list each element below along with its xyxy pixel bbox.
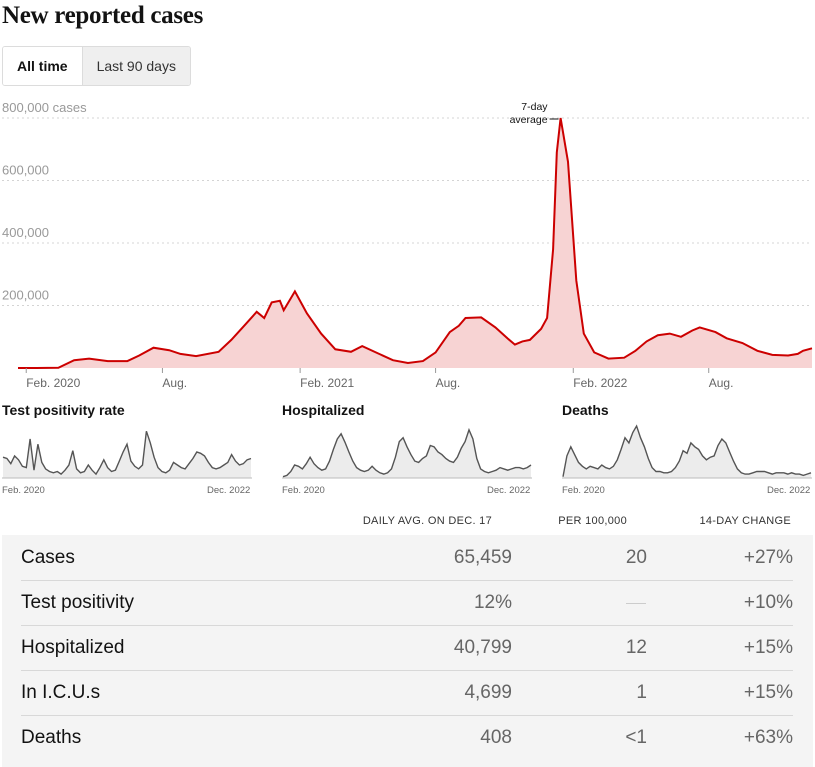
hospitalized-title: Hospitalized — [282, 402, 365, 418]
x-tick-label: Aug. — [436, 376, 461, 390]
small-chart-area — [3, 431, 251, 478]
per-100k-value: <1 — [625, 727, 647, 748]
row-label: Hospitalized — [21, 637, 125, 658]
per-100k-header: PER 100,000 — [558, 515, 627, 527]
change-value: +63% — [743, 727, 793, 748]
y-tick-label: 400,000 — [2, 225, 49, 240]
small-chart-area — [283, 429, 531, 478]
x-tick-label: Aug. — [162, 376, 187, 390]
cases-line-7-day-average — [18, 117, 813, 369]
daily-value: 4,699 — [464, 682, 512, 703]
grid-lines — [2, 117, 812, 306]
y-tick-label: 600,000 — [2, 163, 49, 178]
x-axis-ticks: Feb. 2020 Aug. Feb. 2021 Aug. Feb. 2022 Aug. — [25, 368, 734, 390]
time-range-toggle: All time Last 90 days — [2, 46, 191, 86]
daily-value: 408 — [480, 727, 512, 748]
cases-area — [18, 118, 812, 368]
small-chart-line — [2, 430, 252, 476]
table-row-cases: Cases 65,459 20 +27% — [21, 535, 793, 581]
hospitalized-chart — [282, 427, 532, 479]
y-axis-unit-label: 800,000 cases — [2, 100, 87, 115]
y-axis-ticks: 200,000 400,000 600,000 800,000 cases — [2, 100, 87, 303]
row-label: In I.C.U.s — [21, 682, 101, 703]
change-value: +27% — [743, 547, 793, 568]
annotation-line-2: average — [510, 114, 548, 126]
deaths-start-label: Feb. 2020 — [562, 485, 605, 496]
annotation-line-1: 7-day — [521, 101, 548, 113]
small-chart-line — [562, 424, 812, 477]
row-label: Test positivity — [21, 592, 134, 613]
per-100k-value: 20 — [625, 547, 647, 568]
all-time-button[interactable]: All time — [3, 47, 82, 85]
table-row-deaths: Deaths 408 <1 +63% — [21, 715, 793, 760]
x-tick-label: Feb. 2020 — [26, 376, 80, 390]
test-positivity-end-label: Dec. 2022 — [207, 485, 251, 496]
per-100k-value: 1 — [636, 682, 647, 703]
deaths-chart — [562, 424, 812, 479]
table-row-test-positivity: Test positivity 12% +10% — [21, 580, 793, 626]
stats-table: Cases 65,459 20 +27% Test positivity 12%… — [2, 535, 813, 767]
no-data-dash — [626, 603, 646, 604]
x-tick-label: Aug. — [709, 376, 734, 390]
row-label: Deaths — [21, 727, 82, 748]
daily-value: 65,459 — [453, 547, 512, 568]
daily-value: 12% — [473, 592, 512, 613]
table-row-icu: In I.C.U.s 4,699 1 +15% — [21, 670, 793, 716]
row-label: Cases — [21, 547, 75, 568]
small-chart-line — [282, 427, 532, 478]
change-value: +15% — [743, 637, 793, 658]
daily-avg-header: DAILY AVG. ON DEC. 17 — [362, 515, 492, 527]
test-positivity-title: Test positivity rate — [2, 402, 125, 418]
table-row-hospitalized: Hospitalized 40,799 12 +15% — [21, 625, 793, 671]
test-positivity-start-label: Feb. 2020 — [2, 485, 45, 496]
y-tick-label: 200,000 — [2, 288, 49, 303]
page-title: New reported cases — [2, 2, 204, 29]
x-tick-label: Feb. 2021 — [300, 376, 354, 390]
fourteen-day-change-header: 14-DAY CHANGE — [699, 515, 791, 527]
deaths-end-label: Dec. 2022 — [767, 485, 811, 496]
hospitalized-start-label: Feb. 2020 — [282, 485, 325, 496]
test-positivity-chart — [2, 430, 252, 479]
per-100k-value: 12 — [625, 637, 647, 658]
daily-value: 40,799 — [453, 637, 512, 658]
change-value: +15% — [743, 682, 793, 703]
new-cases-chart: 200,000 400,000 600,000 800,000 cases Feb. … — [2, 100, 813, 390]
last-90-days-button[interactable]: Last 90 days — [81, 47, 190, 85]
deaths-title: Deaths — [562, 402, 609, 418]
change-value: +10% — [743, 592, 793, 613]
x-tick-label: Feb. 2022 — [573, 376, 627, 390]
hospitalized-end-label: Dec. 2022 — [487, 485, 531, 496]
